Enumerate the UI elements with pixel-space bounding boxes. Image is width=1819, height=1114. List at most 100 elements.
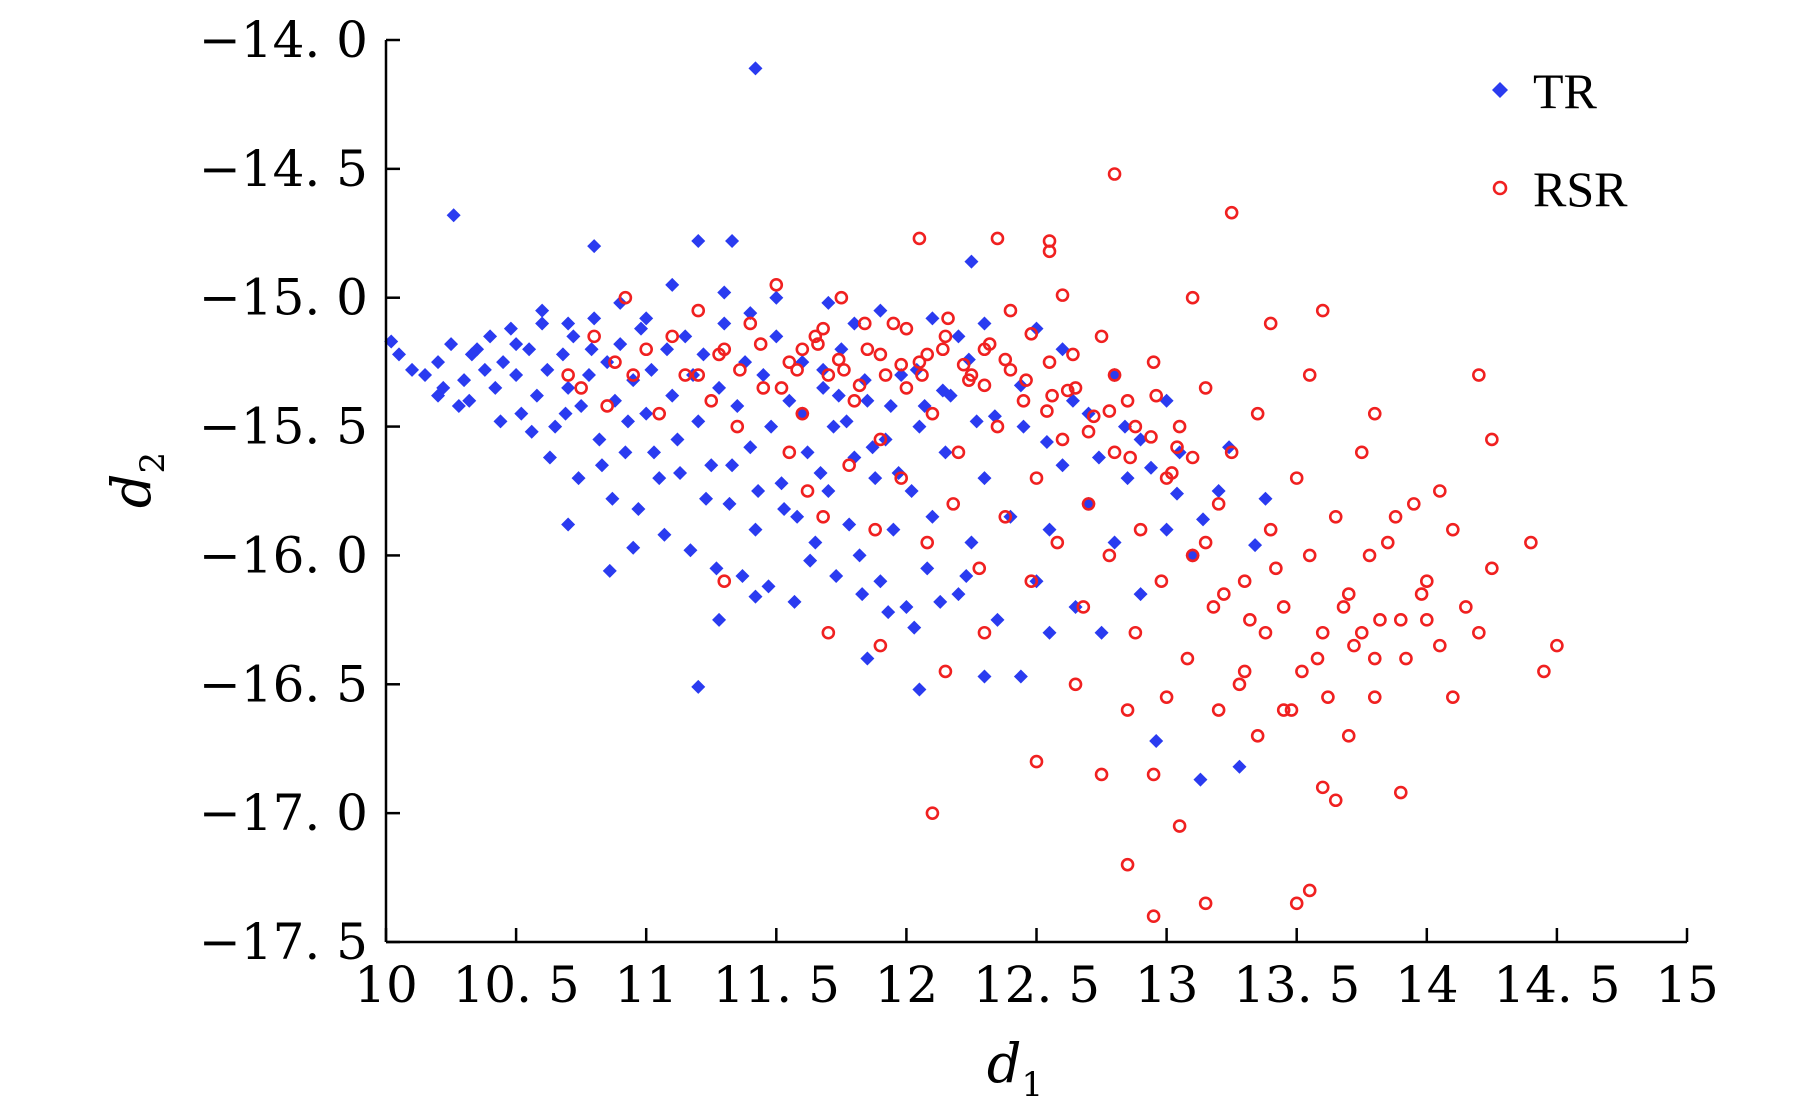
data-point-rsr [733,363,747,377]
data-point-tr [769,290,784,305]
data-point-rsr [1302,548,1317,563]
data-point-rsr [821,625,836,640]
data-point-tr [509,368,524,383]
data-point-rsr [837,363,851,377]
data-point-tr [1013,669,1028,684]
data-point-rsr [1042,355,1057,369]
data-point-rsr [600,399,614,413]
data-point-rsr [1170,440,1184,454]
data-point-rsr [1185,450,1200,465]
data-point-tr [847,316,862,331]
data-point-tr [618,445,633,460]
data-point-rsr [977,378,992,393]
data-point-tr [594,458,609,473]
data-point-rsr [1146,355,1161,369]
data-point-rsr [1393,613,1408,627]
data-point-rsr [1146,767,1161,782]
data-point-tr [493,414,508,429]
data-point-tr [894,368,909,383]
data-point-tr [535,303,550,318]
data-point-rsr [774,381,789,395]
x-tick-label: 12. 5 [973,956,1100,1014]
data-point-tr [503,321,518,336]
data-point-tr [1143,460,1158,475]
data-point-tr [1107,535,1122,550]
data-point-tr [446,208,461,223]
data-point-tr [938,445,953,460]
data-point-rsr [1388,509,1403,524]
data-point-tr [431,388,446,403]
data-point-rsr [1341,587,1356,601]
y-ticks: −14. 0 −14. 5 −15. 0 −15. 5 −16. 0 −16. 5 −17.… [199,11,400,971]
data-point-tr [431,355,446,370]
data-point-tr [725,458,740,473]
data-point-rsr [753,337,768,351]
data-point-tr [821,484,836,498]
data-point-tr [712,380,727,395]
data-point-rsr [795,342,810,357]
data-point-rsr [1362,548,1377,563]
data-point-tr [587,239,602,254]
plot-area [384,61,1564,924]
data-point-rsr [977,625,992,640]
data-point-rsr [1250,406,1265,421]
data-point-rsr [1328,793,1343,808]
data-point-tr [977,471,992,486]
data-point-rsr [1024,574,1039,589]
data-point-rsr [1042,234,1057,248]
data-point-rsr [678,368,693,382]
data-point-tr [751,484,766,498]
data-point-tr [462,393,477,408]
data-point-rsr [1144,430,1158,444]
data-point-tr [907,620,922,635]
data-point-rsr [1367,651,1382,666]
data-point-tr [912,682,927,697]
data-point-tr [1016,419,1031,434]
x-tick-label: 13 [1135,956,1199,1014]
data-point-rsr [857,316,872,331]
data-point-rsr [1399,651,1413,666]
data-point-tr [842,517,857,532]
data-point-tr [990,612,1005,627]
data-point-rsr [1180,651,1195,666]
data-point-tr [477,362,492,377]
data-point-tr [1117,419,1132,434]
data-point-tr [860,393,875,408]
data-point-rsr [1354,625,1369,640]
data-point-rsr [1269,561,1283,576]
x-tick-label: 10 [354,956,418,1014]
data-point-rsr [1120,857,1135,872]
data-point-tr [584,342,599,357]
data-point-tr [540,362,555,377]
series-rsr [561,167,1564,924]
data-point-rsr [691,303,706,318]
data-point-rsr [915,368,929,382]
x-ticks: 10 10. 5 11 11. 5 12 12. 5 13 13. 5 14 14. 5 15 [354,928,1719,1014]
data-point-rsr [1433,638,1447,653]
data-point-rsr [790,363,804,377]
data-point-rsr [1328,509,1343,524]
data-point-rsr [1019,373,1033,387]
data-point-rsr [1068,677,1083,692]
y-tick-label: −15. 0 [199,269,368,327]
data-point-rsr [816,321,830,336]
x-axis-label: d1 [987,1032,1043,1105]
data-point-tr [873,574,888,589]
data-point-rsr [1250,729,1265,743]
data-point-tr [959,569,974,584]
data-point-tr [709,561,724,576]
data-point-tr [873,303,888,318]
data-point-tr [821,295,836,310]
data-point-tr [555,347,570,362]
data-point-tr [673,465,688,480]
data-point-rsr [561,368,575,382]
data-point-tr [509,337,524,352]
data-point-tr [904,484,919,498]
data-point-rsr [873,432,888,447]
data-point-tr [620,414,635,429]
data-point-tr [800,445,815,460]
data-point-tr [743,440,758,455]
data-point-tr [1196,512,1211,527]
data-point-tr [761,579,776,594]
data-point-rsr [1524,535,1538,550]
